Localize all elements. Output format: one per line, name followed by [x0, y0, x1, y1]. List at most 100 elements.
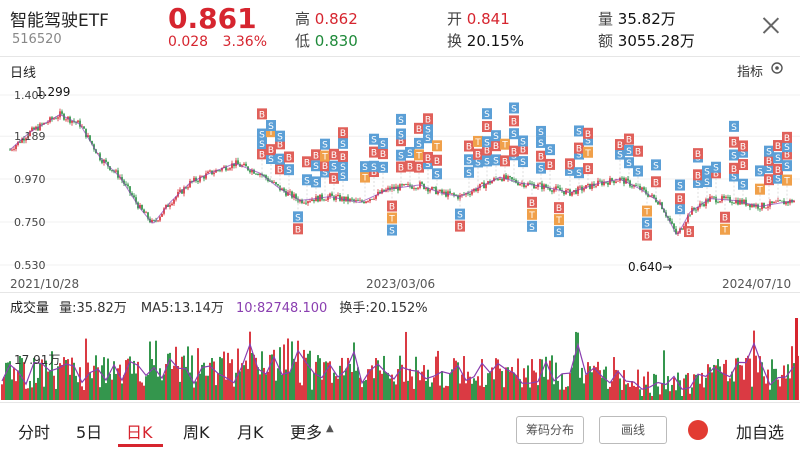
sell-marker[interactable]: S: [275, 130, 285, 143]
buy-marker[interactable]: B: [536, 150, 546, 163]
buy-marker[interactable]: B: [396, 161, 406, 173]
buy-marker[interactable]: B: [773, 140, 783, 152]
tab-more[interactable]: 更多: [290, 423, 323, 442]
sell-marker[interactable]: S: [518, 156, 528, 168]
buy-marker[interactable]: B: [275, 138, 285, 150]
sell-marker[interactable]: S: [782, 160, 792, 172]
sell-marker[interactable]: S: [491, 154, 501, 166]
buy-marker[interactable]: B: [583, 127, 593, 140]
buy-marker[interactable]: B: [329, 148, 339, 161]
sell-marker[interactable]: S: [338, 137, 348, 150]
sell-marker[interactable]: S: [266, 153, 276, 165]
buy-marker[interactable]: B: [387, 200, 397, 213]
sell-marker[interactable]: S: [369, 133, 379, 146]
sell-marker[interactable]: S: [554, 226, 564, 238]
sell-marker[interactable]: S: [633, 165, 643, 178]
t-marker[interactable]: T: [500, 138, 510, 151]
buy-marker[interactable]: B: [500, 155, 510, 167]
sell-marker[interactable]: S: [764, 145, 774, 158]
sell-marker[interactable]: S: [738, 146, 748, 159]
sell-marker[interactable]: S: [338, 169, 348, 182]
buy-marker[interactable]: B: [509, 145, 519, 158]
buy-marker[interactable]: B: [338, 127, 348, 139]
t-marker[interactable]: T: [583, 146, 593, 159]
buy-marker[interactable]: B: [455, 220, 465, 233]
t-marker[interactable]: T: [554, 214, 564, 226]
sell-marker[interactable]: S: [482, 155, 492, 167]
sell-marker[interactable]: S: [702, 176, 712, 188]
sell-marker[interactable]: S: [583, 134, 593, 146]
tab-intraday[interactable]: 分时: [18, 423, 51, 442]
sell-marker[interactable]: S: [482, 108, 492, 120]
record-dot-icon[interactable]: [688, 420, 708, 440]
sell-marker[interactable]: S: [414, 137, 424, 150]
sell-marker[interactable]: S: [329, 160, 339, 173]
buy-marker[interactable]: B: [396, 135, 406, 147]
sell-marker[interactable]: S: [396, 113, 406, 126]
buy-marker[interactable]: B: [414, 122, 424, 135]
buy-marker[interactable]: B: [378, 148, 388, 160]
tab-weekly-k[interactable]: 周K: [183, 423, 210, 442]
buy-marker[interactable]: B: [773, 163, 783, 176]
t-marker[interactable]: T: [266, 126, 276, 138]
sell-marker[interactable]: S: [773, 172, 783, 185]
sell-marker[interactable]: S: [396, 128, 406, 141]
sell-marker[interactable]: S: [527, 220, 537, 233]
buy-marker[interactable]: B: [405, 160, 415, 173]
t-marker[interactable]: T: [360, 171, 370, 184]
buy-marker[interactable]: B: [257, 148, 267, 160]
buy-marker[interactable]: B: [482, 121, 492, 133]
sell-marker[interactable]: S: [482, 136, 492, 148]
sell-marker[interactable]: S: [266, 120, 276, 132]
sell-marker[interactable]: S: [773, 152, 783, 164]
buy-marker[interactable]: B: [633, 145, 643, 158]
sell-marker[interactable]: S: [574, 167, 584, 179]
buy-marker[interactable]: B: [738, 140, 748, 152]
sell-marker[interactable]: S: [518, 135, 528, 147]
sell-marker[interactable]: S: [509, 128, 519, 140]
sell-marker[interactable]: S: [378, 161, 388, 174]
sell-marker[interactable]: S: [302, 174, 312, 186]
buy-marker[interactable]: B: [729, 162, 739, 175]
buy-marker[interactable]: B: [720, 211, 730, 224]
sell-marker[interactable]: S: [729, 120, 739, 133]
tab-daily-k[interactable]: 日K: [126, 423, 153, 442]
buy-marker[interactable]: B: [518, 143, 528, 155]
sell-marker[interactable]: S: [764, 162, 774, 174]
buy-marker[interactable]: B: [527, 196, 537, 209]
buy-marker[interactable]: B: [423, 151, 433, 164]
buy-marker[interactable]: B: [293, 223, 303, 235]
chip-distribution-button[interactable]: 筹码分布: [516, 416, 584, 444]
sell-marker[interactable]: S: [574, 125, 584, 137]
buy-marker[interactable]: B: [338, 150, 348, 163]
buy-marker[interactable]: B: [624, 133, 634, 146]
sell-marker[interactable]: S: [615, 148, 625, 161]
volume-chart[interactable]: 17.91万: [0, 316, 800, 400]
buy-marker[interactable]: B: [583, 163, 593, 175]
sell-marker[interactable]: S: [423, 123, 433, 136]
t-marker[interactable]: T: [432, 140, 442, 152]
buy-marker[interactable]: B: [432, 154, 442, 167]
sell-marker[interactable]: S: [624, 144, 634, 157]
sell-marker[interactable]: S: [257, 138, 267, 150]
sell-marker[interactable]: S: [642, 217, 652, 230]
buy-marker[interactable]: B: [369, 146, 379, 159]
sell-marker[interactable]: S: [432, 168, 442, 180]
buy-marker[interactable]: B: [275, 163, 285, 175]
sell-marker[interactable]: S: [545, 144, 555, 156]
t-marker[interactable]: T: [527, 208, 537, 221]
sell-marker[interactable]: S: [675, 179, 685, 192]
sell-marker[interactable]: S: [565, 164, 575, 177]
sell-marker[interactable]: S: [320, 166, 330, 178]
sell-marker[interactable]: S: [651, 159, 661, 171]
buy-marker[interactable]: B: [302, 156, 312, 168]
sell-marker[interactable]: S: [536, 162, 546, 175]
sell-marker[interactable]: S: [311, 176, 321, 188]
buy-marker[interactable]: B: [320, 160, 330, 172]
sell-marker[interactable]: S: [574, 148, 584, 161]
sell-marker[interactable]: S: [473, 156, 483, 168]
sell-marker[interactable]: S: [782, 141, 792, 153]
buy-marker[interactable]: B: [675, 193, 685, 205]
indicator-button[interactable]: 指标: [737, 65, 764, 80]
buy-marker[interactable]: B: [423, 113, 433, 125]
